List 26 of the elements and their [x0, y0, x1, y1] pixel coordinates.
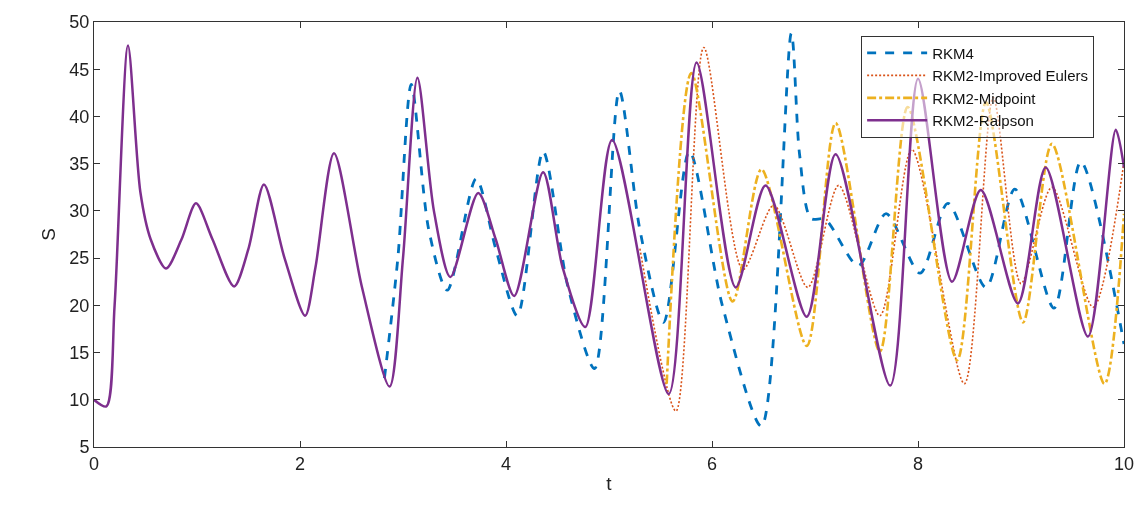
legend-label: RKM2-Ralpson — [932, 112, 1034, 130]
x-tick-label: 6 — [706, 453, 718, 474]
y-tick-label: 5 — [79, 437, 90, 458]
y-tick-label: 30 — [69, 201, 90, 222]
legend-label: RKM2-Improved Eulers — [932, 67, 1089, 85]
x-tick-label: 0 — [88, 453, 100, 474]
y-tick-label: 15 — [69, 342, 90, 363]
x-tick-label: 8 — [912, 453, 924, 474]
y-tick-label: 45 — [69, 59, 90, 80]
x-tick-label: 10 — [1113, 453, 1135, 474]
x-tick-label: 2 — [294, 453, 306, 474]
line-series — [639, 46, 1124, 412]
y-tick-label: 10 — [69, 390, 90, 411]
y-axis-title: S — [38, 228, 60, 241]
y-tick-label: 40 — [69, 106, 90, 127]
line-series — [665, 71, 1124, 386]
x-axis-title: t — [606, 473, 613, 495]
x-tick-label: 4 — [500, 453, 512, 474]
legend-label: RKM4 — [932, 44, 974, 62]
legend-label: RKM2-Midpoint — [932, 89, 1037, 107]
y-tick-label: 35 — [69, 153, 90, 174]
y-tick-label: 25 — [69, 248, 90, 269]
y-tick-label: 20 — [69, 295, 90, 316]
line-series — [94, 44, 1124, 408]
line-series — [383, 31, 1124, 428]
y-tick-label: 50 — [69, 12, 90, 33]
